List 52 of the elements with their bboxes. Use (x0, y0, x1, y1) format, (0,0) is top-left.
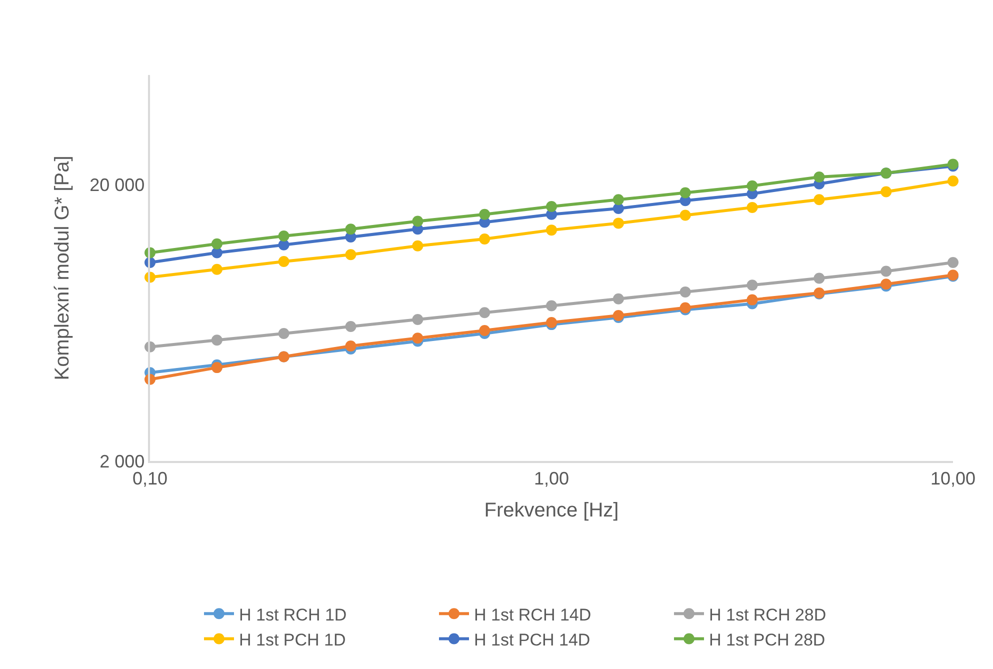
legend-label: H 1st PCH 28D (709, 630, 826, 650)
point (345, 224, 356, 235)
point (412, 332, 424, 344)
point (880, 186, 892, 198)
legend-label: H 1st PCH 1D (239, 630, 346, 650)
point (612, 194, 624, 206)
point (546, 300, 557, 312)
legend-label: H 1st RCH 1D (239, 605, 347, 624)
point (412, 240, 424, 252)
point (880, 266, 892, 277)
legend-label: H 1st RCH 28D (709, 605, 826, 624)
point (479, 324, 490, 336)
point (211, 362, 222, 374)
point (612, 293, 624, 304)
point (278, 328, 290, 340)
point (546, 224, 557, 236)
point (345, 320, 356, 332)
point (412, 216, 424, 227)
point (746, 180, 758, 192)
point (546, 316, 557, 328)
point (814, 171, 825, 182)
point (211, 334, 222, 346)
point (211, 238, 222, 250)
point (412, 314, 424, 325)
legend-label: H 1st PCH 14D (474, 630, 590, 650)
point (948, 175, 958, 186)
point (814, 194, 825, 206)
y-axis-title: Komplexní modul G* [Pa] (52, 156, 74, 380)
point (746, 280, 758, 291)
x-tick-label: 1,00 (534, 468, 570, 488)
point (948, 256, 958, 268)
point (680, 187, 691, 198)
point (479, 233, 490, 244)
point (345, 340, 356, 352)
point (746, 294, 758, 306)
point (211, 264, 222, 275)
point (345, 249, 356, 260)
point (278, 256, 290, 267)
point (612, 218, 624, 229)
x-axis-title: Frekvence [Hz] (484, 499, 619, 522)
point (278, 230, 290, 242)
point (680, 286, 691, 298)
point (612, 202, 624, 214)
x-tick-label: 10,00 (930, 468, 976, 488)
legend-label: H 1st RCH 14D (474, 605, 592, 624)
y-tick-label: 20 000 (90, 175, 145, 196)
point (479, 208, 490, 220)
point (546, 201, 557, 212)
point (814, 272, 825, 284)
point (746, 202, 758, 213)
point (479, 307, 490, 318)
point (680, 210, 691, 221)
